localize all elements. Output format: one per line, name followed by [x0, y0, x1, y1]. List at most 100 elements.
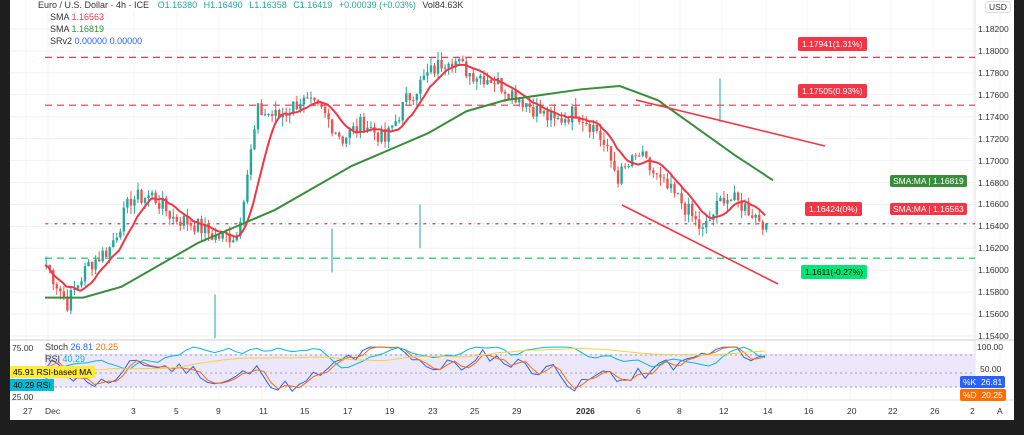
time-tick[interactable]: 23	[428, 406, 438, 416]
stoch-k: 26.81	[70, 342, 94, 352]
candle	[761, 221, 764, 230]
ohlc-close: C1.16419	[293, 0, 333, 10]
candle	[359, 116, 362, 132]
stoch-label: Stoch	[45, 342, 69, 352]
candle	[518, 99, 521, 103]
candle	[348, 129, 351, 138]
candle	[486, 79, 489, 85]
candle	[69, 290, 73, 311]
candle	[549, 112, 553, 121]
stoch-d: 20.25	[95, 342, 119, 352]
time-tick[interactable]: 26	[930, 406, 940, 416]
candle	[620, 166, 623, 184]
level-label-4[interactable]: 1.1611(-0.27%)	[801, 265, 867, 279]
candle	[394, 121, 397, 126]
candle	[705, 220, 708, 228]
trendline-lower	[621, 204, 779, 285]
candle	[299, 104, 302, 110]
level-label-3[interactable]: 1.16424(0%)	[805, 202, 862, 216]
candle	[235, 236, 239, 241]
candle	[122, 207, 126, 232]
candle	[270, 114, 274, 116]
candle	[150, 192, 154, 196]
candle	[330, 119, 334, 134]
legend-label: SMA	[50, 12, 70, 22]
time-tick[interactable]: 5	[174, 406, 179, 416]
candle	[345, 137, 348, 144]
candle	[175, 216, 179, 222]
osc-tick-75: 75.00	[12, 343, 34, 353]
candle	[542, 110, 546, 114]
time-tick[interactable]: 14	[763, 406, 773, 416]
time-tick[interactable]: 8	[677, 406, 682, 416]
time-tick[interactable]: 2	[970, 406, 975, 416]
candle	[436, 59, 440, 74]
candle	[503, 91, 507, 94]
time-tick[interactable]: 25	[470, 406, 480, 416]
time-tick[interactable]: 15	[300, 406, 310, 416]
candle	[87, 261, 90, 267]
legend-label: SRv2	[50, 36, 73, 46]
time-tick[interactable]: 11	[259, 406, 268, 416]
candle	[440, 59, 443, 69]
ohlc-open: O1.16380	[157, 0, 198, 10]
candle	[186, 216, 189, 225]
legend-value: 1.16819	[71, 24, 105, 34]
level-label-1[interactable]: 1.17941(1.31%)	[798, 37, 867, 51]
time-tick[interactable]: A	[997, 406, 1003, 416]
rsi-legend[interactable]: RSI 40.29	[45, 354, 85, 365]
candle	[203, 224, 207, 234]
time-tick[interactable]: 16	[804, 406, 814, 416]
time-tick[interactable]: 20	[847, 406, 857, 416]
chart-panel[interactable]: Euro / U.S. Dollar · 4h · ICE O1.16380 H…	[10, 0, 1014, 420]
symbol-header: Euro / U.S. Dollar · 4h · ICE O1.16380 H…	[38, 0, 464, 11]
currency-button[interactable]: USD	[985, 1, 1011, 13]
time-tick[interactable]: 17	[343, 406, 353, 416]
candle	[535, 105, 539, 117]
candle	[482, 75, 486, 85]
candle	[140, 189, 143, 203]
time-tick[interactable]: Dec	[45, 406, 61, 416]
candle	[355, 126, 359, 132]
candle	[422, 75, 426, 80]
candle	[525, 103, 528, 108]
candle	[136, 189, 140, 200]
price-tick: 1.16600	[978, 199, 1009, 210]
time-tick[interactable]: 22	[888, 406, 898, 416]
candle	[747, 203, 750, 216]
candle	[701, 227, 704, 229]
candle	[698, 219, 701, 229]
time-tick[interactable]: 3	[131, 406, 136, 416]
time-tick[interactable]: 9	[216, 406, 221, 416]
legend-srv2[interactable]: SRv2 0.00000 0.00000	[50, 36, 142, 47]
candle	[673, 183, 676, 194]
candle	[133, 199, 136, 206]
candle	[426, 72, 429, 76]
candle	[662, 177, 666, 179]
price-tick: 1.16800	[978, 177, 1009, 188]
candle	[302, 97, 306, 105]
candle	[320, 103, 323, 107]
legend-sma-fast[interactable]: SMA 1.16563	[50, 12, 104, 23]
stoch-legend[interactable]: Stoch 26.81 20.25	[45, 342, 118, 353]
time-tick[interactable]: 29	[512, 406, 522, 416]
candle	[94, 259, 97, 270]
candle	[687, 203, 690, 215]
time-tick[interactable]: 2026	[576, 406, 595, 416]
candle	[694, 216, 697, 220]
legend-sma-slow[interactable]: SMA 1.16819	[50, 24, 104, 35]
time-tick[interactable]: 27	[23, 406, 33, 416]
candle	[472, 72, 475, 82]
rsi-ma-value: 45.91	[13, 367, 35, 377]
level-label-2[interactable]: 1.17505(0.93%)	[798, 84, 867, 98]
candle	[239, 221, 242, 237]
time-tick[interactable]: 19	[385, 406, 395, 416]
candle	[76, 285, 80, 289]
candle	[366, 127, 369, 131]
candle	[179, 221, 182, 226]
time-tick[interactable]: 6	[636, 406, 641, 416]
time-tick[interactable]: 12	[719, 406, 729, 416]
candle	[66, 296, 69, 311]
candle	[641, 151, 644, 156]
price-chart[interactable]	[10, 0, 1014, 420]
